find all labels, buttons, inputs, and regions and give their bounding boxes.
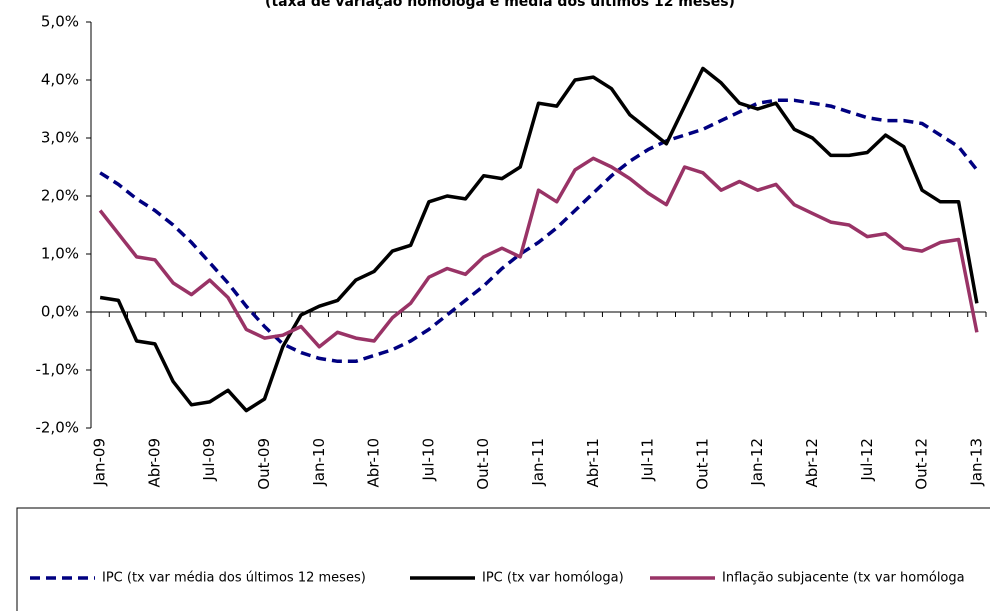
y-tick-label: 4,0% <box>41 71 79 89</box>
x-tick-label: Jul-09 <box>200 438 218 482</box>
x-tick-label: Jan-12 <box>748 438 766 487</box>
x-tick-label: Abr-10 <box>365 438 383 488</box>
y-tick-label: 3,0% <box>41 129 79 147</box>
x-tick-label: Abr-09 <box>145 438 163 488</box>
legend-box <box>16 507 990 611</box>
y-tick-label: -2,0% <box>35 419 79 437</box>
legend-label: Inflação subjacente (tx var homóloga <box>722 571 965 586</box>
legend-label: IPC (tx var homóloga) <box>482 571 624 586</box>
x-tick-label: Jan-09 <box>91 438 109 487</box>
y-tick-label: 1,0% <box>41 245 79 263</box>
series-line <box>99 66 979 413</box>
x-tick-label: Jul-12 <box>858 438 876 482</box>
x-tick-label: Abr-11 <box>584 438 602 488</box>
series-line <box>99 98 979 364</box>
x-tick-label: Jan-13 <box>967 438 985 487</box>
y-tick-label: -1,0% <box>35 361 79 379</box>
x-tick-label: Jul-11 <box>639 438 657 482</box>
x-tick-label: Jan-11 <box>529 438 547 487</box>
x-tick-label: Jul-10 <box>419 438 437 482</box>
y-tick-label: 5,0% <box>41 13 79 31</box>
y-tick-label: 0,0% <box>41 303 79 321</box>
x-tick-label: Out-10 <box>474 438 492 490</box>
x-tick-label: Out-11 <box>693 438 711 490</box>
y-tick-label: 2,0% <box>41 187 79 205</box>
legend-label: IPC (tx var média dos últimos 12 meses) <box>102 571 366 586</box>
x-tick-label: Jan-10 <box>310 438 328 487</box>
x-tick-label: Out-12 <box>913 438 931 490</box>
x-tick-label: Out-09 <box>255 438 273 490</box>
chart-title: (taxa de variação homóloga e média dos ú… <box>265 0 735 10</box>
series-line <box>98 156 979 349</box>
x-tick-label: Abr-12 <box>803 438 821 488</box>
